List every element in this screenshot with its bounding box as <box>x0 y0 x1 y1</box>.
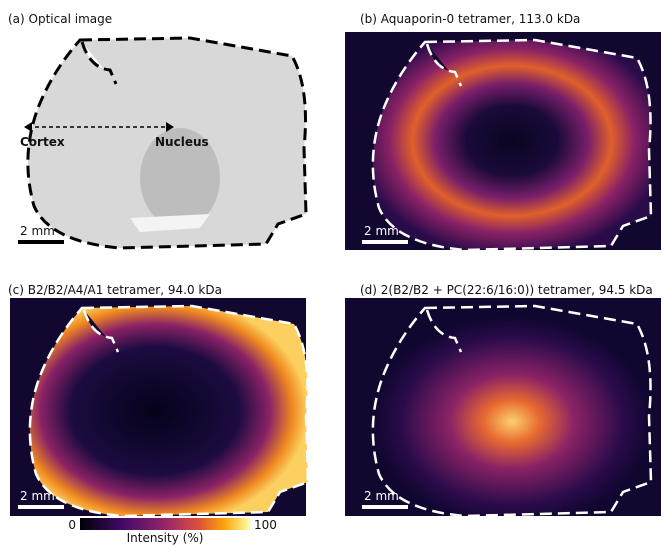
annotation: Cortex <box>20 135 65 149</box>
panel-title: (d) 2(B2/B2 + PC(22:6/16:0)) tetramer, 9… <box>360 283 653 297</box>
colorbar-label: Intensity (%) <box>127 531 204 545</box>
scale-label: 2 mm <box>20 224 55 238</box>
scale-label: 2 mm <box>364 224 399 238</box>
figure: (a) Optical image Cortex Nucleus 2 mm (b… <box>0 0 672 545</box>
scale-bar <box>362 240 408 244</box>
scale-bar <box>362 505 408 509</box>
colorbar <box>80 518 250 530</box>
panel-title: (b) Aquaporin-0 tetramer, 113.0 kDa <box>360 12 580 26</box>
panel-title: (c) B2/B2/A4/A1 tetramer, 94.0 kDa <box>8 283 222 297</box>
ion-map <box>373 306 651 516</box>
panel-title: (a) Optical image <box>8 12 112 26</box>
scale-bar <box>18 240 64 244</box>
ion-map <box>373 40 651 250</box>
scale-bar <box>18 505 64 509</box>
scale-label: 2 mm <box>364 489 399 503</box>
colorbar-max: 100 <box>254 518 277 532</box>
scale-label: 2 mm <box>20 489 55 503</box>
colorbar-min: 0 <box>68 518 76 532</box>
ion-map <box>30 306 308 516</box>
annotation: Nucleus <box>155 135 209 149</box>
